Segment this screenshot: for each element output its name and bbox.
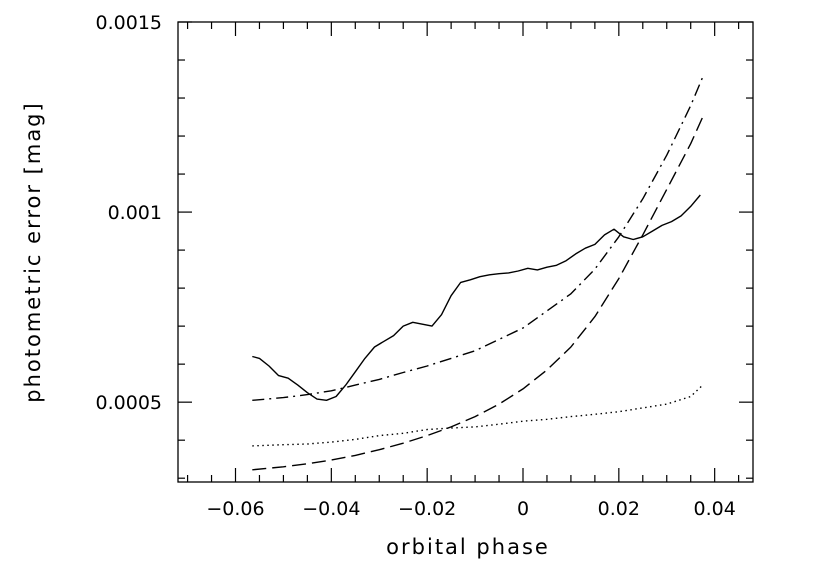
x-tick-label: 0 [517,498,529,520]
series-dashed-line [252,116,704,471]
y-tick-label: 0.0005 [96,392,162,414]
series-solid-line [252,194,701,401]
series-dotted-line [252,384,704,447]
x-tick-label: 0.02 [598,498,640,520]
x-tick-label: −0.06 [206,498,264,520]
series-group [252,76,704,471]
ticks [178,21,753,482]
y-tick-label: 0.0015 [96,12,162,34]
tick-labels: −0.06 −0.04 −0.02 0 0.02 0.04 0.0005 0.001 0.001… [96,12,736,520]
x-tick-label: 0.04 [694,498,736,520]
x-axis-label: orbital phase [386,535,550,559]
series-dot-dash-line [252,76,704,401]
x-tick-label: −0.04 [302,498,360,520]
y-axis-label: photometric error [mag] [21,101,45,402]
y-tick-label: 0.001 [108,202,162,224]
x-tick-label: −0.02 [398,498,456,520]
plot-frame [177,21,754,483]
